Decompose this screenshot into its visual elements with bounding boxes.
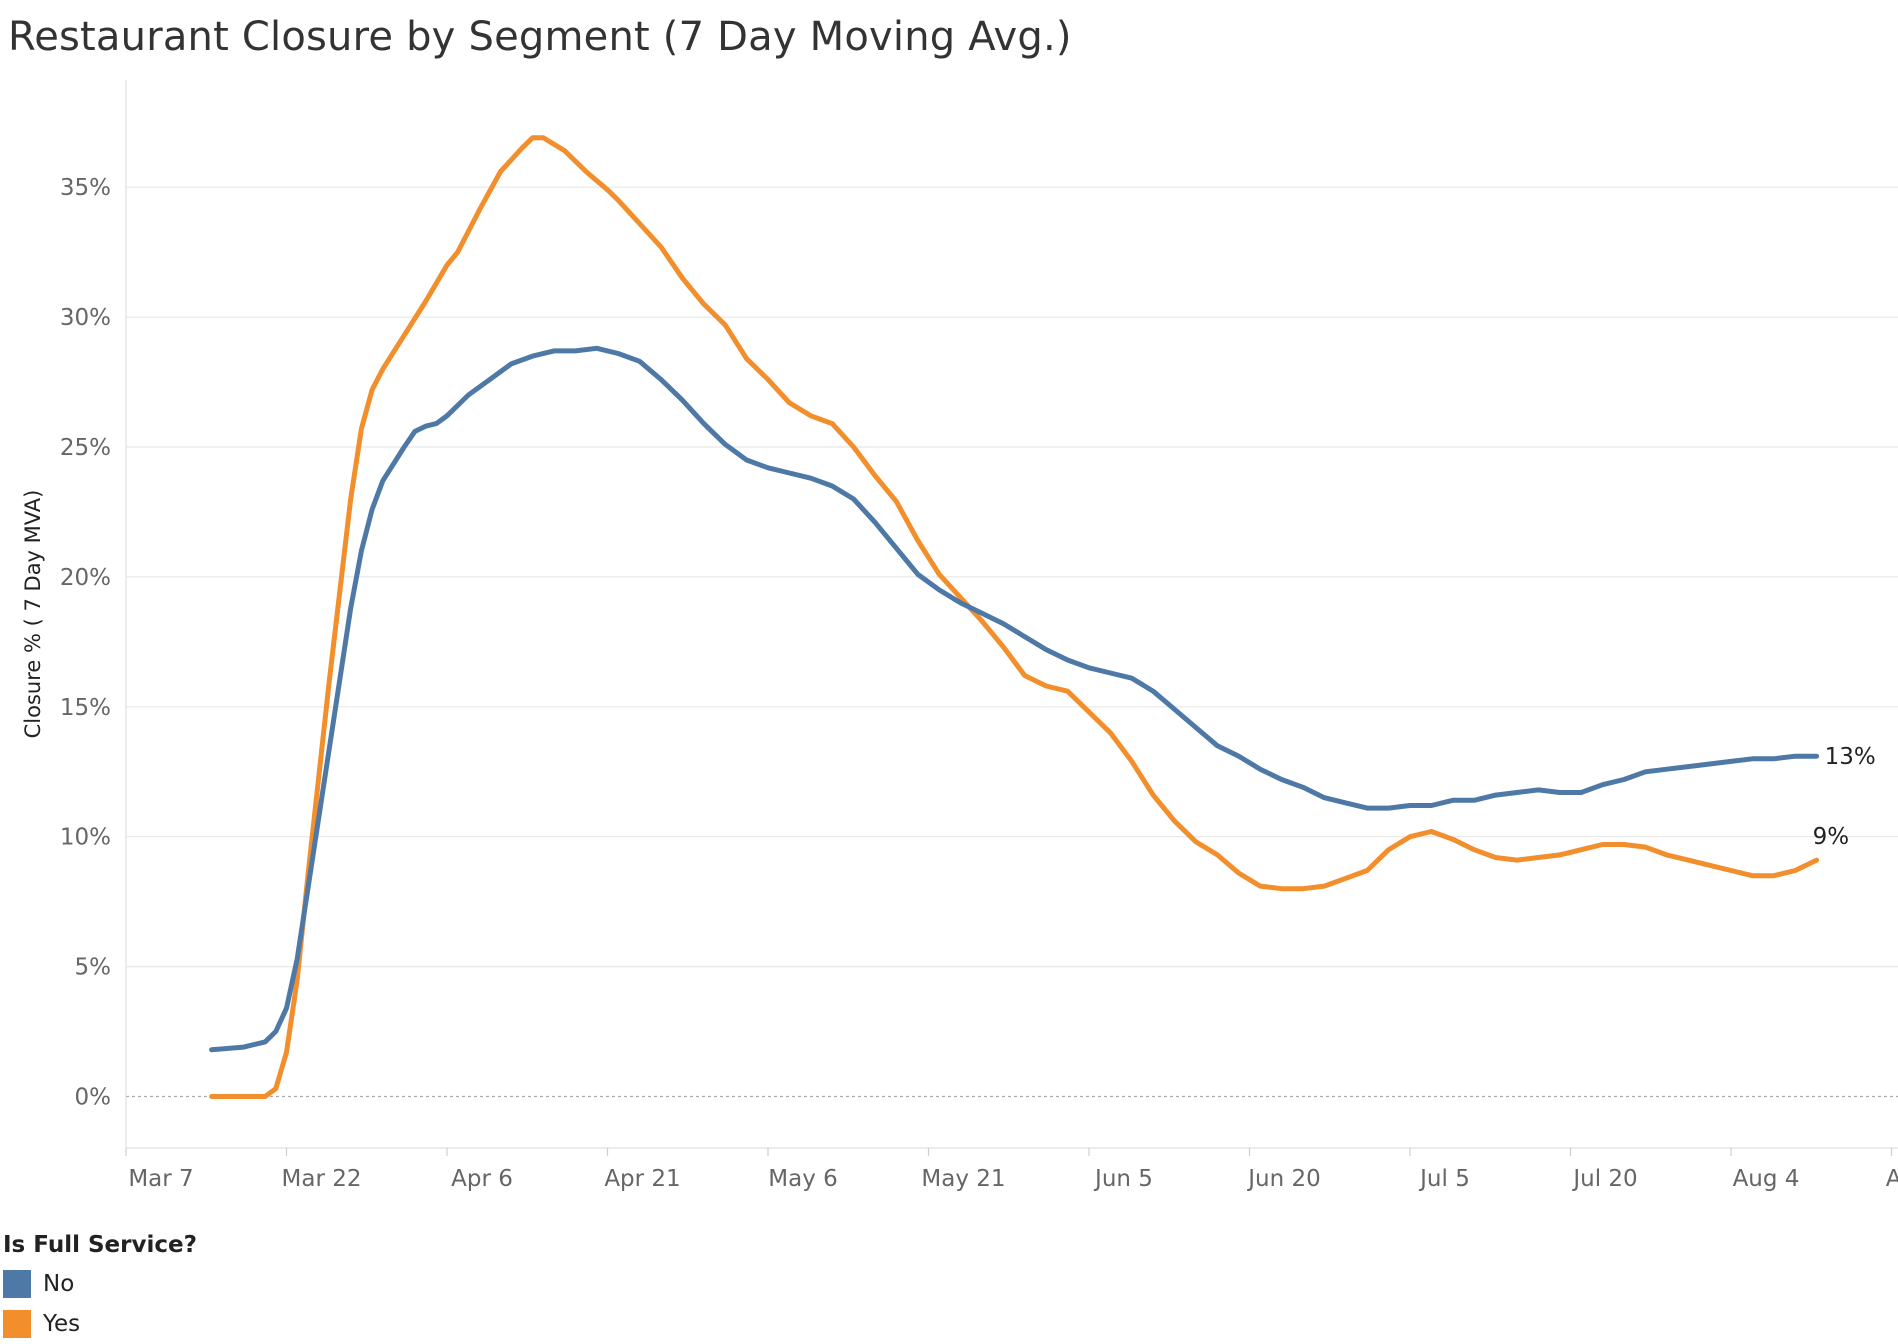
y-tick-label: 30% [60,305,111,331]
legend-label-no: No [43,1271,75,1297]
y-axis-title: Closure % ( 7 Day MVA) [21,490,45,739]
y-tick-label: 25% [60,435,111,461]
x-tick-label: Jun 20 [1246,1166,1321,1192]
legend-item-yes[interactable]: Yes [3,1304,197,1344]
series-line-yes[interactable] [209,135,1820,1099]
series-lines [209,135,1820,1099]
axes: 0% 5% 10% 15% 20% 25% 30% 35% Mar 7 Mar 22 Apr 6 Ap… [21,80,1898,1192]
end-labels: 13% 9% [1813,744,1876,850]
x-tick-label: Jul 20 [1571,1166,1637,1192]
x-tick-label: Jul 5 [1418,1166,1470,1192]
x-tick-label: Mar 7 [128,1166,193,1192]
legend: Is Full Service? No Yes [3,1232,197,1344]
chart-title: Restaurant Closure by Segment (7 Day Mov… [8,14,1072,60]
x-tick-label: May 6 [768,1166,838,1192]
x-tick-label: Apr 6 [451,1166,513,1192]
x-tick-label: Jun 5 [1093,1166,1153,1192]
y-tick-label: 10% [60,825,111,851]
legend-swatch-yes [3,1310,31,1338]
series-line-no[interactable] [209,345,1820,1053]
y-tick-label: 15% [60,695,111,721]
legend-label-yes: Yes [43,1311,81,1337]
y-tick-label: 20% [60,565,111,591]
y-tick-label: 0% [75,1085,112,1111]
x-tick-label: May 21 [921,1166,1005,1192]
legend-title: Is Full Service? [3,1232,197,1258]
end-label-yes: 9% [1813,824,1850,850]
legend-item-no[interactable]: No [3,1264,197,1304]
x-tick-label: Mar 22 [282,1166,362,1192]
x-tick-label: Apr 21 [604,1166,680,1192]
y-tick-label: 35% [60,175,111,201]
x-tick-label: Aug 19 [1886,1166,1898,1192]
x-tick-label: Aug 4 [1733,1166,1800,1192]
end-label-no: 13% [1825,744,1876,770]
y-tick-label: 5% [75,955,112,981]
gridlines [126,186,1898,1098]
legend-swatch-no [3,1270,31,1298]
